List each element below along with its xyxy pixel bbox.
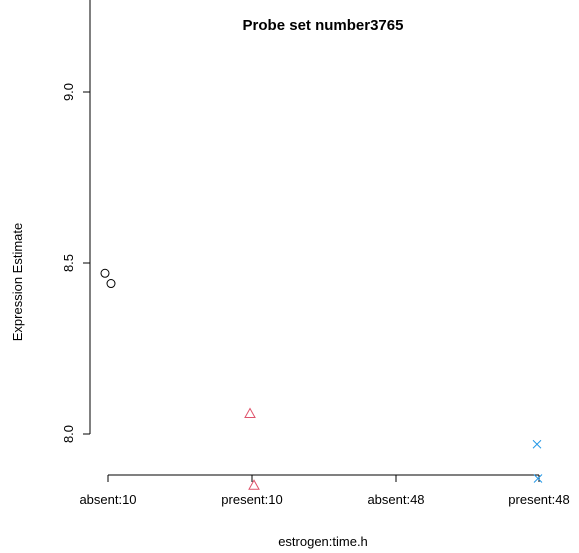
y-tick-label: 8.0	[61, 425, 76, 443]
x-tick-label: present:10	[221, 492, 282, 507]
chart-title: Probe set number3765	[243, 17, 404, 34]
x-tick-label: absent:10	[79, 492, 136, 507]
point-cross	[533, 474, 543, 483]
x-tick-label: absent:48	[367, 492, 424, 507]
point-cross	[532, 439, 542, 449]
y-tick-label: 9.0	[61, 83, 76, 101]
x-axis: absent:10 present:10 absent:48 present:48	[79, 474, 570, 507]
point-triangle	[248, 479, 260, 490]
data-points	[100, 268, 543, 490]
y-tick-label: 8.5	[61, 254, 76, 272]
y-axis: 8.08.59.09.510.0	[61, 0, 91, 443]
point-circle	[106, 279, 116, 289]
y-axis-label: Expression Estimate	[10, 223, 25, 342]
x-tick-label: present:48	[508, 492, 569, 507]
point-circle	[100, 268, 110, 278]
point-triangle	[244, 407, 256, 418]
x-axis-label: estrogen:time.h	[278, 534, 368, 549]
